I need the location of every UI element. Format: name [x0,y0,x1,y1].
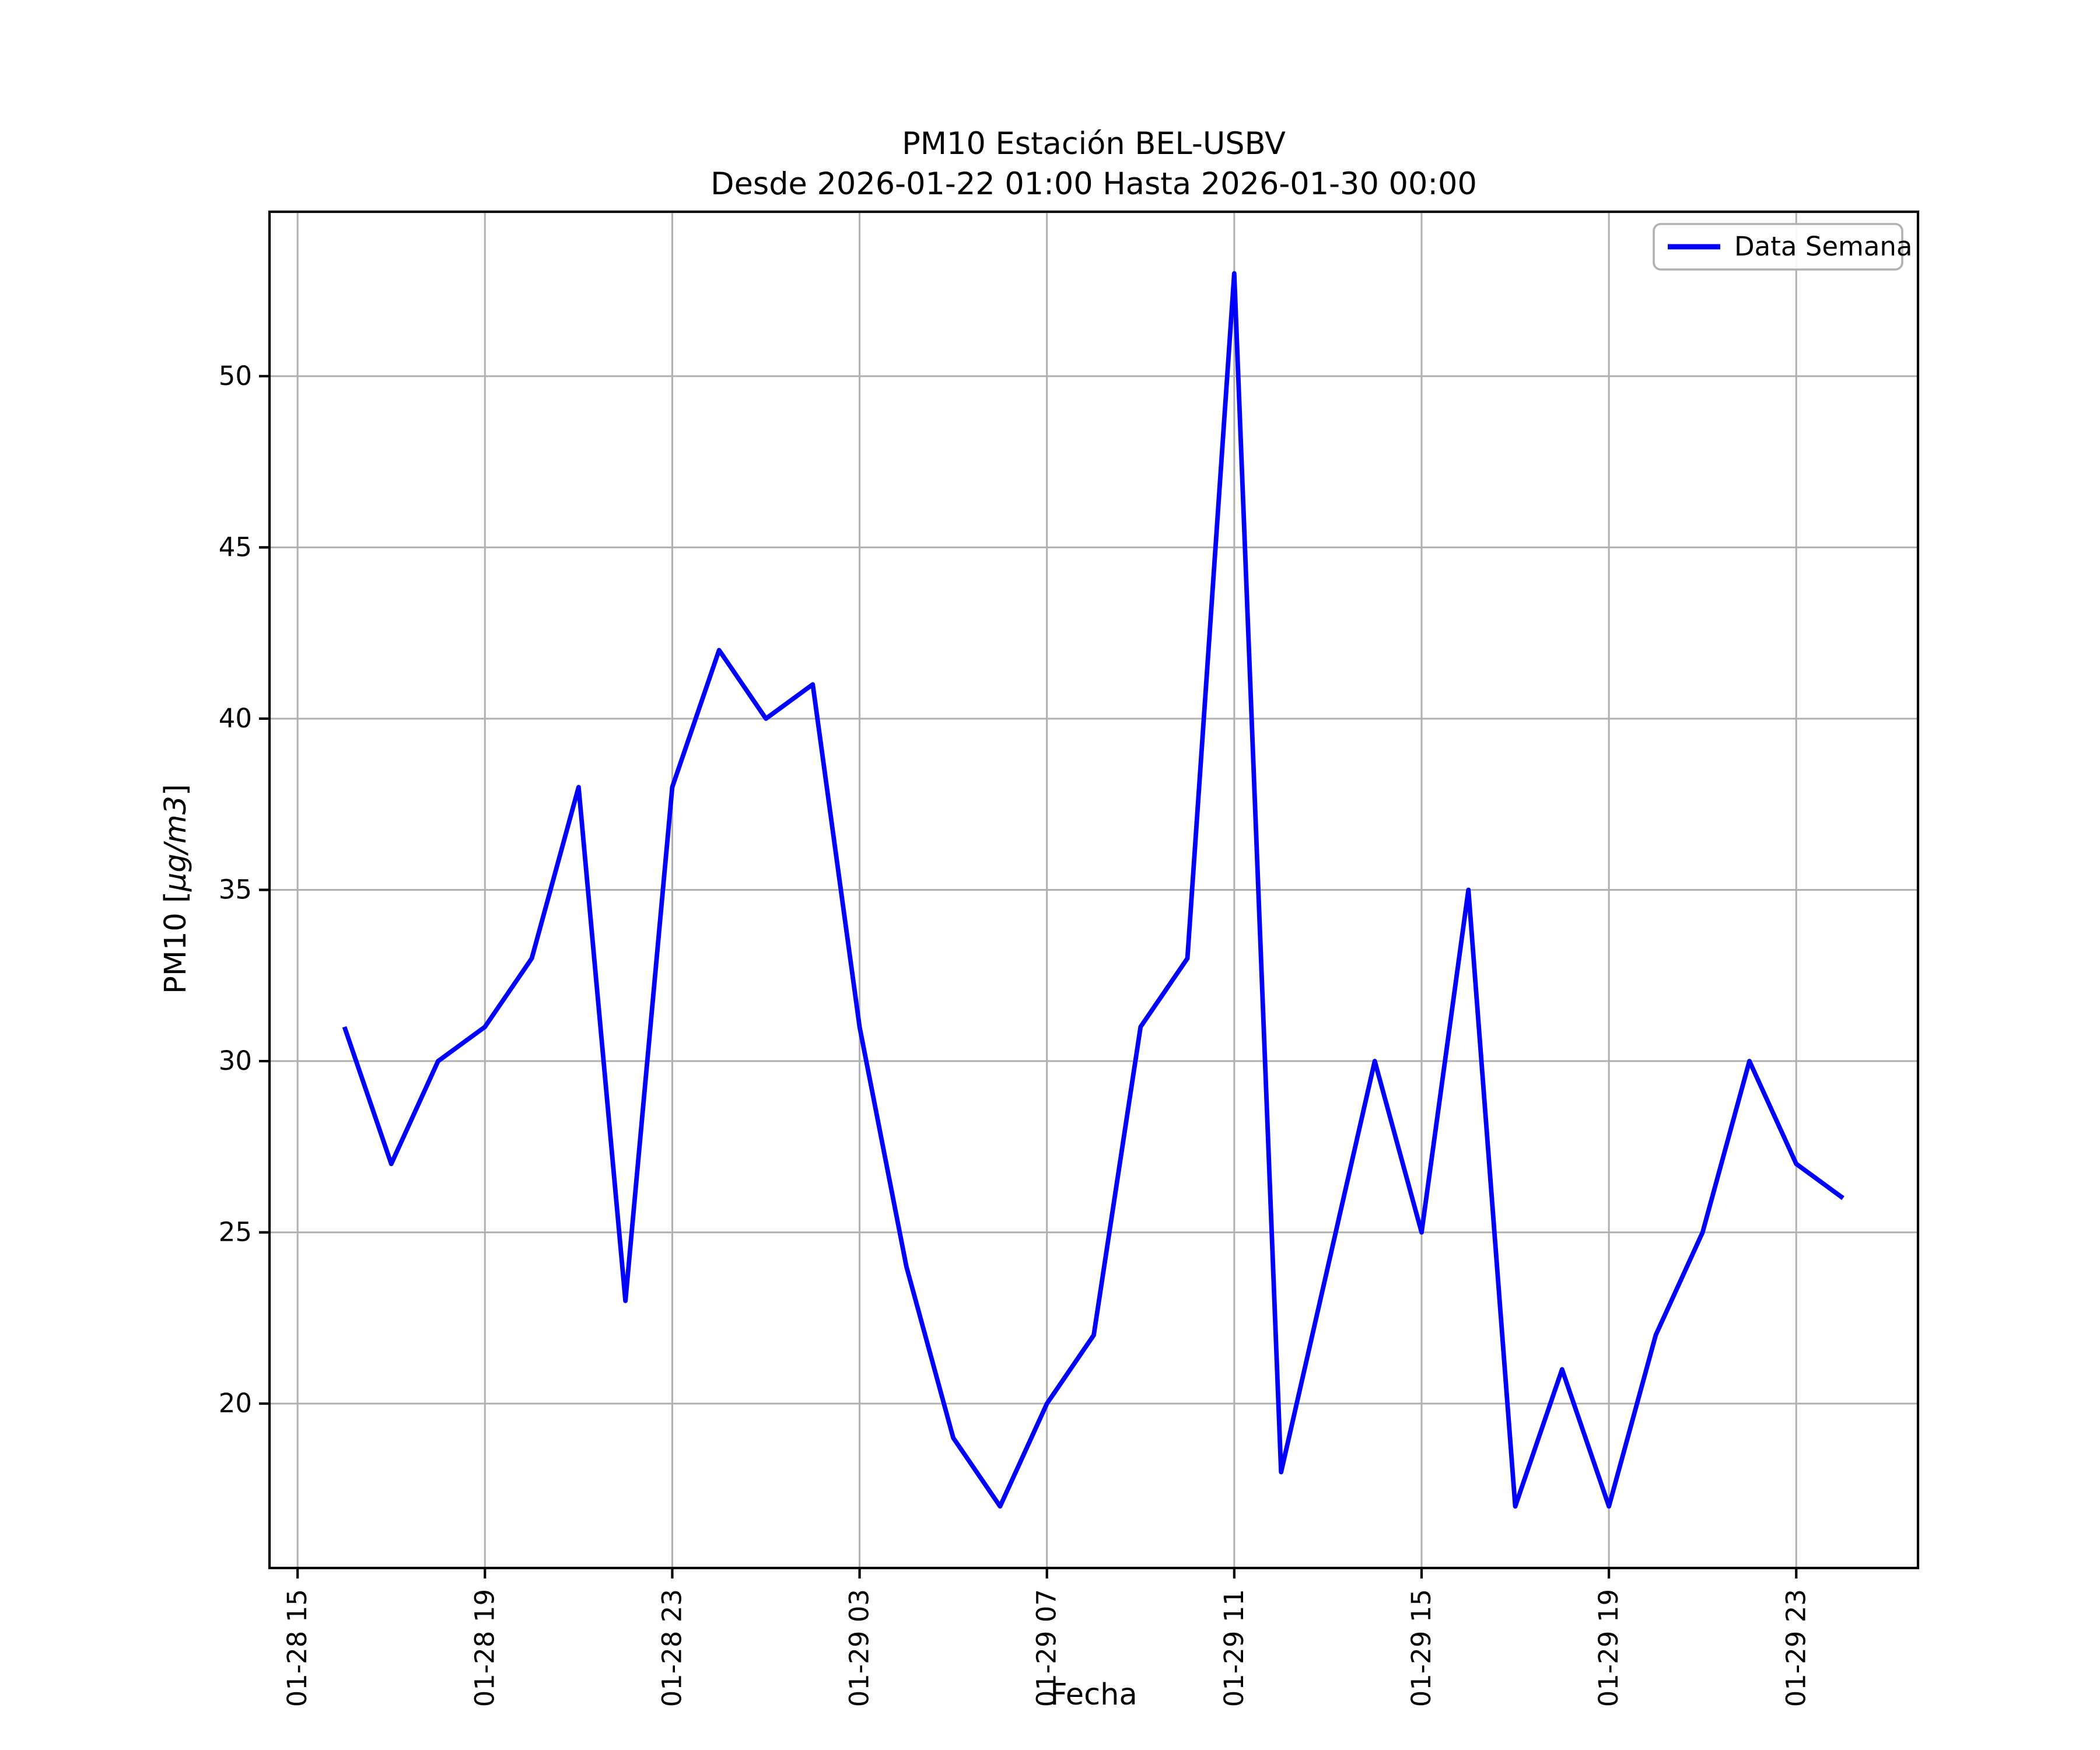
x-tick-label: 01-29 23 [1780,1589,1811,1707]
grid-lines [270,212,1918,1568]
legend: Data Semana [1653,223,1913,271]
y-axis-label: PM10 [μg/m3] [159,784,193,994]
y-tick-label: 45 [219,531,252,562]
x-tick-label: 01-28 19 [469,1589,500,1707]
x-axis-label: Fecha [1050,1678,1138,1712]
y-tick-label: 35 [219,874,252,905]
y-tick-label: 30 [219,1045,252,1076]
tick-labels: 20 25 30 35 40 45 50 01-28 15 01-28 19 01-28 23 01… [219,360,1812,1707]
y-tick-label: 25 [219,1217,252,1248]
y-tick-label: 50 [219,360,252,391]
x-tick-label: 01-28 15 [282,1589,313,1707]
x-tick-label: 01-29 03 [844,1589,875,1707]
y-axis-label-units: μg/m3 [159,796,193,892]
x-tick-label: 01-29 19 [1593,1589,1624,1707]
y-tick-label: 20 [219,1388,252,1419]
y-axis-label-prefix: PM10 [ [159,891,193,994]
x-tick-label: 01-28 23 [656,1589,687,1707]
legend-box [1653,223,1903,271]
data-series-line [342,271,1845,1509]
chart-title-line2: Desde 2026-01-22 01:00 Hasta 2026-01-30 … [710,166,1477,202]
legend-label: Data Semana [1734,231,1913,262]
y-tick-label: 40 [219,703,252,734]
x-tick-label: 01-29 07 [1031,1589,1062,1707]
x-tick-label: 01-29 11 [1219,1589,1250,1707]
x-tick-label: 01-29 15 [1406,1589,1437,1707]
y-axis-label-suffix: ] [159,784,193,796]
tick-marks [259,374,1798,1578]
chart-title-line1: PM10 Estación BEL-USBV [902,126,1286,162]
